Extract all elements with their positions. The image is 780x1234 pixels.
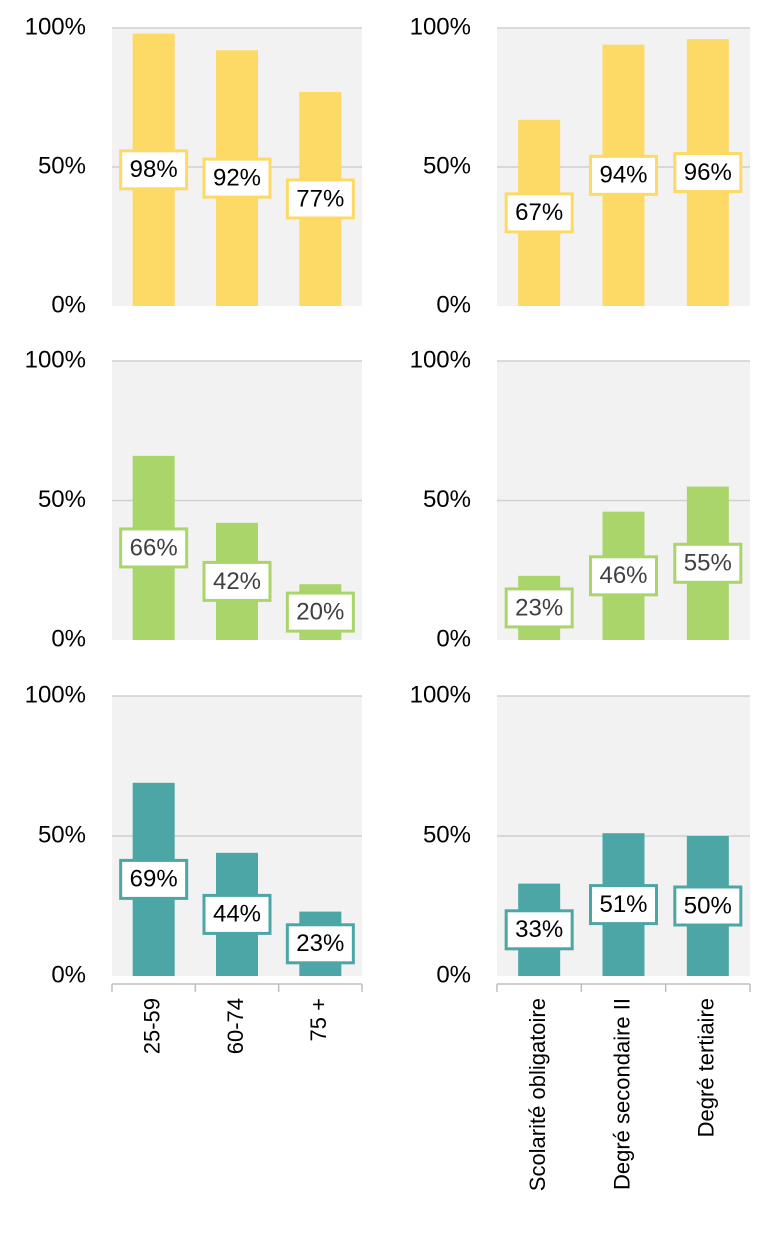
y-tick-label: 100% — [25, 681, 86, 708]
data-label-box — [589, 555, 658, 597]
chart-panel-1: 0% 50% 100% 98% 92% 77% — [25, 13, 362, 318]
data-label: 94% — [599, 162, 647, 189]
data-label: 51% — [599, 891, 647, 918]
data-label: 50% — [684, 892, 732, 919]
data-label: 23% — [515, 594, 563, 621]
y-tick-label: 50% — [423, 821, 471, 848]
data-label: 42% — [213, 568, 261, 595]
chart-panel-2: 0% 50% 100% 67% 94% 96% — [410, 13, 750, 318]
y-tick-label: 50% — [38, 486, 86, 513]
data-label: 69% — [130, 866, 178, 893]
data-label: 46% — [599, 562, 647, 589]
y-tick-label: 100% — [25, 13, 86, 40]
chart-panel-3: 0% 50% 100% 66% 42% 20% — [25, 346, 362, 652]
y-tick-label: 50% — [423, 152, 471, 179]
data-label: 98% — [130, 156, 178, 183]
y-tick-label: 0% — [51, 291, 86, 318]
x-tick-label: Degré tertiaire — [694, 998, 719, 1137]
chart-panel-5: 0% 50% 100% 69% 44% 23% 25-59 60-74 75 + — [25, 681, 363, 1054]
data-label: 55% — [684, 550, 732, 577]
y-tick-label: 100% — [410, 681, 471, 708]
data-label-box — [285, 178, 355, 220]
data-label-box — [285, 591, 355, 633]
x-tick-label: Scolarité obligatoire — [525, 998, 550, 1191]
data-label-box — [119, 149, 189, 191]
data-label: 66% — [130, 534, 178, 561]
y-tick-label: 0% — [436, 961, 471, 988]
data-label: 77% — [296, 185, 344, 212]
y-tick-label: 50% — [38, 152, 86, 179]
chart-panel-4: 0% 50% 100% 23% 46% 55% — [410, 346, 750, 652]
data-label-box — [504, 587, 574, 629]
data-label-box — [589, 884, 658, 926]
data-label-box — [673, 542, 743, 584]
data-label-box — [202, 893, 272, 935]
data-label-box — [119, 858, 189, 900]
data-label: 44% — [213, 901, 261, 928]
data-label: 33% — [515, 916, 563, 943]
data-label: 67% — [515, 199, 563, 226]
y-tick-label: 50% — [423, 486, 471, 513]
y-tick-label: 0% — [51, 625, 86, 652]
x-tick-label: 75 + — [306, 998, 331, 1041]
y-tick-label: 100% — [410, 346, 471, 373]
y-tick-label: 100% — [410, 13, 471, 40]
x-tick-label: Degré secondaire II — [609, 998, 634, 1190]
data-label-box — [119, 527, 189, 569]
x-tick-label: 25-59 — [139, 998, 164, 1054]
data-label: 23% — [296, 930, 344, 957]
y-tick-label: 50% — [38, 821, 86, 848]
data-label: 92% — [213, 164, 261, 191]
data-label-box — [504, 192, 574, 234]
data-label-box — [285, 923, 355, 965]
data-label-box — [673, 885, 743, 927]
y-tick-label: 0% — [436, 625, 471, 652]
chart-panel-6: 0% 50% 100% 33% 51% 50% Scolarité obligatoire D… — [410, 681, 751, 1191]
data-label-box — [504, 909, 574, 951]
data-label: 20% — [296, 598, 344, 625]
y-tick-label: 100% — [25, 346, 86, 373]
data-label-box — [202, 157, 272, 199]
x-tick-label: 60-74 — [223, 998, 248, 1054]
y-tick-label: 0% — [436, 291, 471, 318]
data-label-box — [202, 560, 272, 602]
data-label-box — [673, 152, 743, 194]
y-tick-label: 0% — [51, 961, 86, 988]
data-label: 96% — [684, 159, 732, 186]
data-label-box — [589, 154, 658, 196]
